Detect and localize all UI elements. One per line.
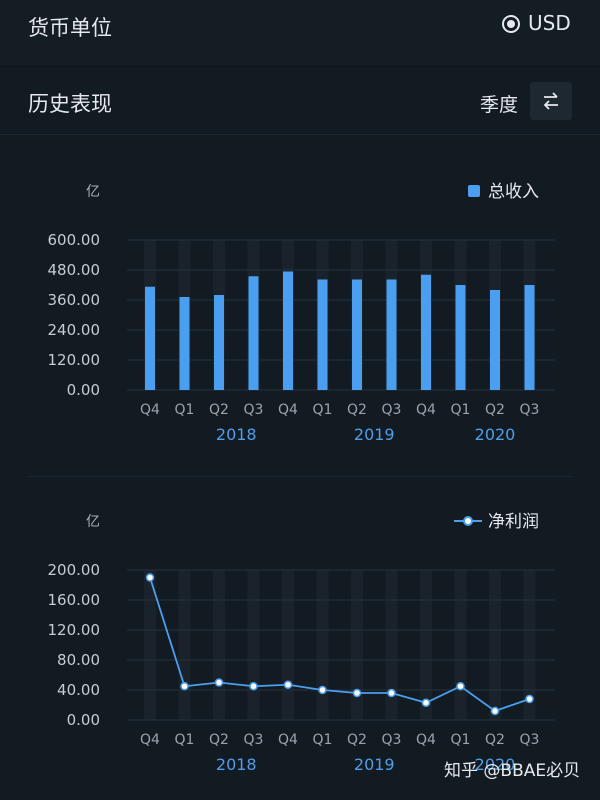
y-unit-label: 亿 [86, 514, 100, 530]
column-guide [178, 570, 191, 720]
bar [386, 279, 397, 390]
data-point [456, 682, 465, 691]
data-point [283, 680, 293, 689]
data-point [318, 685, 327, 695]
x-tick-label: Q3 [244, 402, 264, 418]
data-point [421, 698, 431, 707]
year-label: 2020 [475, 755, 516, 774]
column-guide [454, 570, 467, 720]
net-profit-line-chart: 亿 净利润 200.00 160.00 120.00 80.00 40.00 0.00 Q4 Q1… [48, 512, 555, 774]
y-tick-label: 200.00 [48, 561, 101, 579]
data-point [352, 688, 362, 698]
x-tick-label: Q4 [140, 402, 160, 418]
x-tick-label: Q4 [278, 732, 298, 748]
y-tick-label: 120.00 [48, 621, 101, 639]
column-guide [213, 570, 225, 720]
x-tick-label: Q2 [347, 732, 367, 748]
x-tick-label: Q1 [175, 732, 195, 748]
section-divider [0, 134, 600, 135]
x-tick-label: Q3 [520, 732, 540, 748]
x-tick-label: Q2 [347, 402, 367, 418]
x-tick-label: Q1 [451, 732, 471, 748]
y-tick-label: 480.00 [48, 261, 101, 279]
x-tick-label: Q1 [313, 402, 333, 418]
year-label: 2020 [475, 425, 516, 444]
legend-swatch [468, 185, 480, 197]
bar [179, 297, 190, 390]
x-tick-label: Q3 [382, 402, 402, 418]
bar [352, 279, 362, 390]
data-point [249, 682, 258, 691]
legend-label: 总收入 [488, 182, 539, 202]
column-guide [247, 570, 260, 720]
y-unit-label: 亿 [86, 184, 100, 200]
y-tick-label: 240.00 [48, 321, 101, 339]
y-tick-label: 120.00 [48, 351, 101, 369]
bar [524, 285, 535, 390]
usd-radio-icon[interactable] [502, 15, 520, 33]
y-tick-label: 0.00 [67, 711, 100, 729]
period-selector[interactable]: 季度 [480, 94, 519, 116]
currency-value[interactable]: USD [528, 11, 571, 35]
legend-marker [463, 516, 473, 526]
x-tick-label: Q1 [175, 402, 195, 418]
y-tick-label: 360.00 [48, 291, 101, 309]
y-tick-label: 600.00 [48, 231, 101, 249]
watermark: 知乎 @BBAE必贝 [444, 761, 581, 781]
bar [214, 295, 224, 390]
column-guide [489, 570, 501, 720]
year-label: 2019 [354, 755, 395, 774]
currency-header: 货币单位 USD [0, 0, 600, 67]
bar [248, 276, 259, 390]
x-tick-label: Q3 [244, 732, 264, 748]
x-tick-label: Q1 [313, 732, 333, 748]
year-label: 2019 [354, 425, 395, 444]
year-label: 2018 [216, 425, 257, 444]
column-guide [282, 570, 294, 720]
bar [455, 285, 466, 390]
bar [421, 274, 431, 390]
column-guide [144, 570, 156, 720]
currency-unit-label: 货币单位 [28, 16, 112, 40]
legend-label: 净利润 [488, 512, 539, 532]
column-guide [523, 570, 536, 720]
year-label: 2018 [216, 755, 257, 774]
column-guide [351, 570, 363, 720]
bar [145, 286, 155, 390]
column-guide [316, 570, 329, 720]
data-point [180, 682, 189, 691]
y-tick-label: 160.00 [48, 591, 101, 609]
bar [317, 279, 328, 390]
bar [490, 290, 500, 390]
x-tick-label: Q2 [209, 732, 229, 748]
x-tick-label: Q4 [416, 732, 436, 748]
revenue-bar-chart: 亿 总收入 600.00 480.00 360.00 240.00 120.00 0.00 Q4… [48, 182, 555, 444]
y-tick-label: 40.00 [57, 681, 100, 699]
data-point [490, 706, 500, 716]
switch-period-button[interactable] [530, 82, 572, 120]
data-point [214, 678, 224, 687]
column-guide [420, 570, 432, 720]
x-tick-label: Q2 [209, 402, 229, 418]
y-tick-label: 80.00 [57, 651, 100, 669]
chart-divider [28, 476, 573, 477]
section-title: 历史表现 [28, 92, 112, 116]
x-tick-label: Q4 [416, 402, 436, 418]
data-point [387, 688, 396, 698]
bar [283, 271, 293, 390]
swap-arrows-icon [543, 92, 558, 110]
x-tick-label: Q3 [382, 732, 402, 748]
x-tick-label: Q1 [451, 402, 471, 418]
series-line [149, 577, 530, 713]
x-tick-label: Q4 [278, 402, 298, 418]
data-point [525, 694, 534, 704]
column-guide [385, 570, 398, 720]
x-tick-label: Q2 [485, 402, 505, 418]
data-point [145, 573, 155, 582]
x-tick-label: Q2 [485, 732, 505, 748]
y-tick-label: 0.00 [67, 381, 100, 399]
x-tick-label: Q4 [140, 732, 160, 748]
x-tick-label: Q3 [520, 402, 540, 418]
